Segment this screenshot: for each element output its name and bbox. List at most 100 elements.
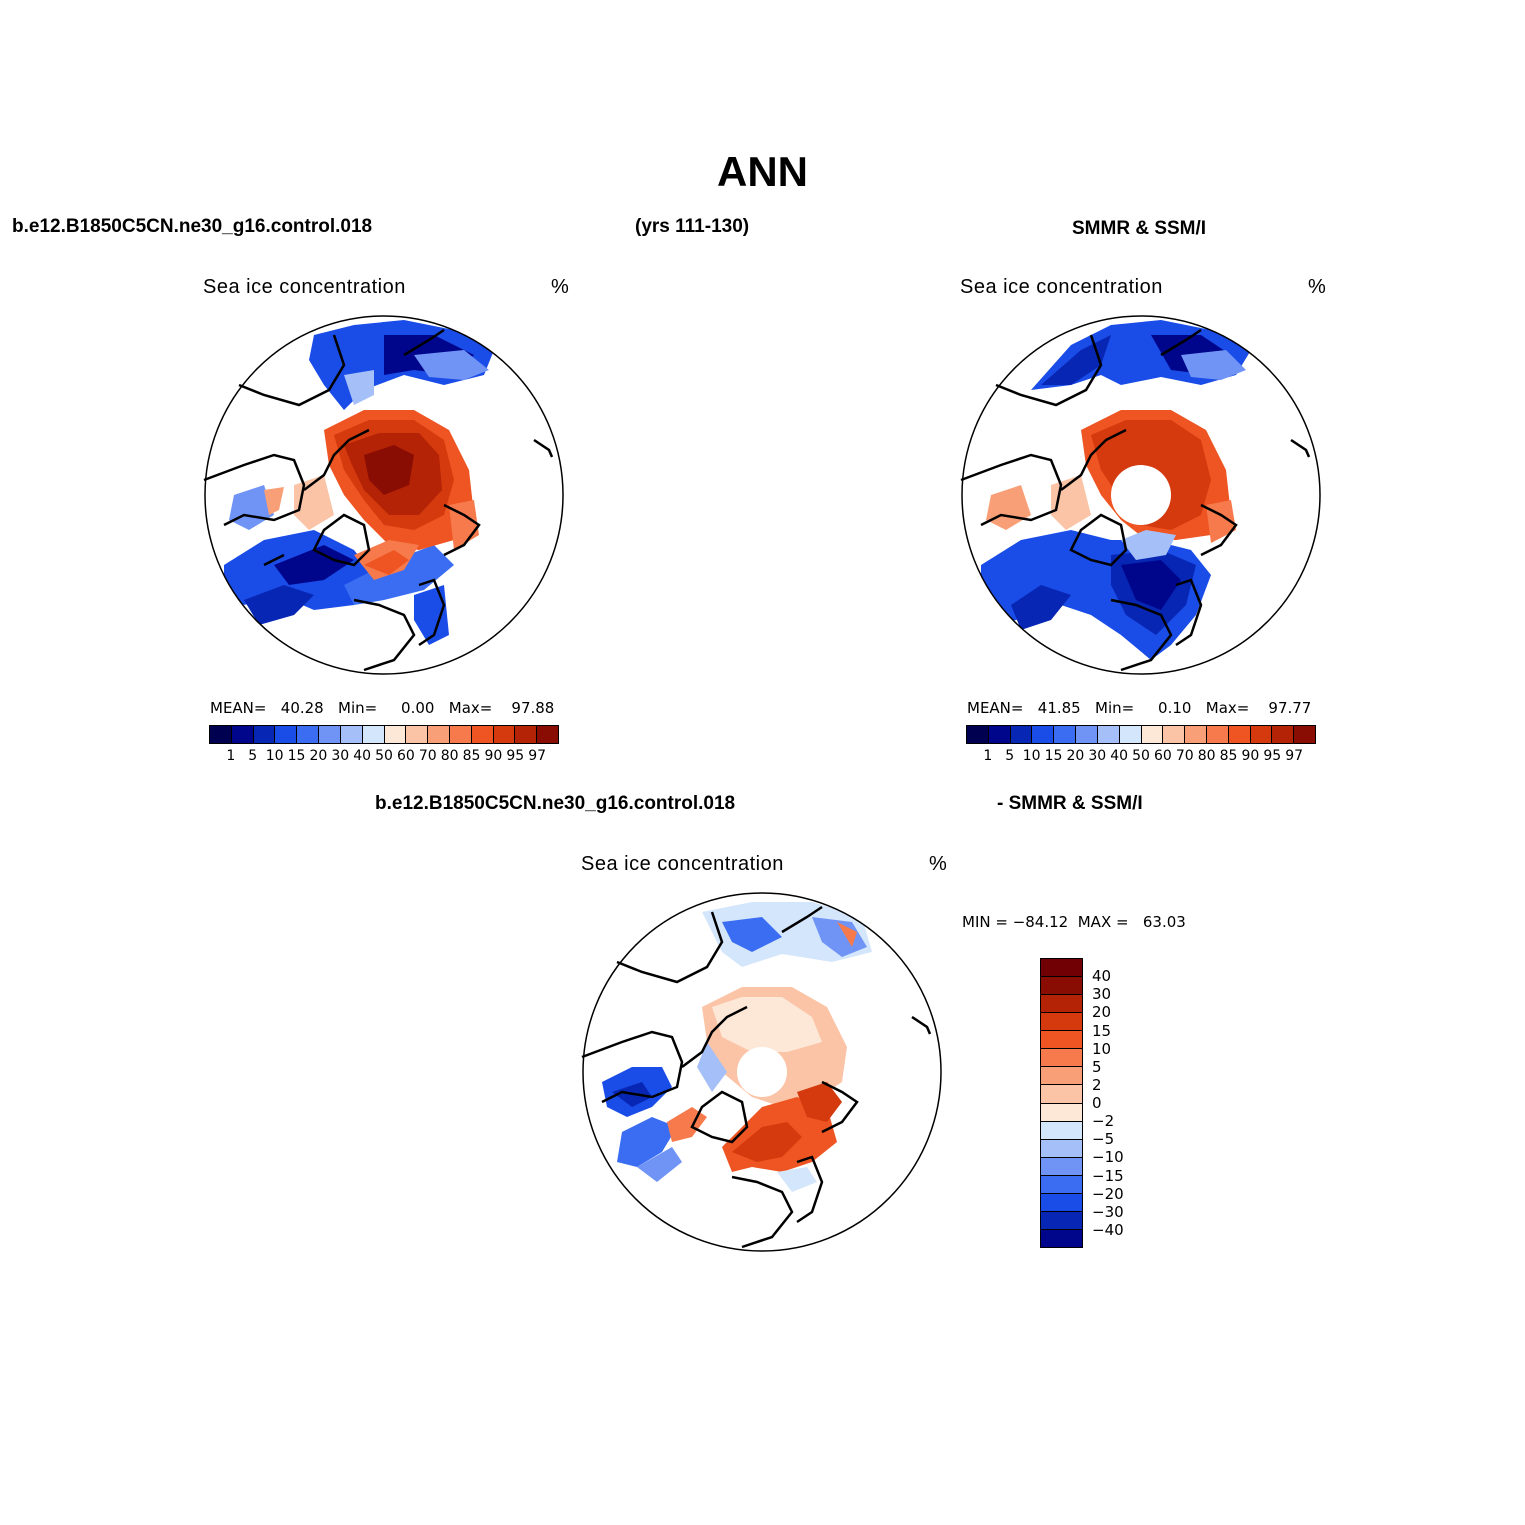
model-colorbar-cell [428,726,450,743]
diff-stats: MIN = −84.12 MAX = 63.03 [962,913,1186,931]
diff-colorbar-tick-label: 15 [1092,1021,1112,1040]
model-colorbar-tick-label: 97 [528,748,547,764]
obs-colorbar-cell [1206,726,1229,743]
model-colorbar-tick-label: 5 [248,748,258,764]
diff-map-border [582,892,942,1252]
obs-colorbar-tick-label: 5 [1005,748,1015,764]
diff-colorbar-tick-label: 10 [1092,1039,1112,1058]
obs-colorbar-tick-label: 97 [1285,748,1304,764]
model-coastlines [203,328,554,672]
model-colorbar-tick-label: 60 [396,748,415,764]
obs-colorbar-tick-label: 80 [1197,748,1216,764]
diff-ice-field [602,902,872,1192]
diff-colorbar-cell [1041,1229,1082,1247]
diff-coastlines [581,905,932,1249]
diff-colorbar-tick-label: −2 [1092,1112,1115,1131]
obs-colorbar-tick-label: 60 [1153,748,1172,764]
model-colorbar-cell [449,726,472,743]
diff-colorbar-cell [1041,995,1082,1014]
obs-colorbar [966,725,1316,744]
model-colorbar-cell [210,726,232,743]
diff-colorbar-cell [1041,1013,1082,1032]
diff-colorbar-cell [1041,1103,1082,1122]
model-colorbar-cell [537,726,558,743]
diff-colorbar-tick-label: −5 [1092,1130,1115,1149]
diff-colorbar-cell [1041,1085,1082,1104]
obs-polar-map [960,315,1321,675]
obs-colorbar-cell [1272,726,1295,743]
model-colorbar-tick-label: 1 [226,748,236,764]
obs-colorbar-cell [1032,726,1055,743]
diff-colorbar-tick-label: 5 [1092,1057,1102,1076]
diff-colorbar-tick-label: 2 [1092,1075,1102,1094]
model-colorbar-cell [297,726,320,743]
obs-stats: MEAN= 41.85 Min= 0.10 Max= 97.77 [967,699,1312,717]
diff-colorbar-tick-label: −20 [1092,1184,1124,1203]
diff-colorbar-cell [1041,1157,1082,1176]
obs-colorbar-cell [1250,726,1273,743]
diff-colorbar-cell [1041,1121,1082,1140]
model-colorbar-ticks: 1 5 10 15 20 30 40 50 60 70 80 85 90 95 97 [209,748,559,768]
obs-colorbar-cell [1010,726,1033,743]
page-title: ANN [717,148,808,195]
obs-colorbar-tick-label: 10 [1022,748,1041,764]
model-colorbar-cell [340,726,363,743]
obs-colorbar-cell [1294,726,1315,743]
model-colorbar-cell [471,726,494,743]
diff-colorbar-cell [1041,1175,1082,1194]
diff-colorbar-tick-label: 0 [1092,1094,1102,1112]
diff-colorbar [1040,958,1083,1248]
model-colorbar-tick-label: 40 [353,748,372,764]
obs-colorbar-cell [967,726,989,743]
diff-colorbar-ticks: 40 30 20 15 10 5 2 0 −2 −5 −10 −15 −20 −30 −40 [1092,958,1152,1248]
model-colorbar-cell [253,726,276,743]
obs-colorbar-tick-label: 40 [1110,748,1129,764]
diff-colorbar-tick-label: 30 [1092,985,1112,1004]
model-colorbar-tick-label: 80 [440,748,459,764]
diff-obs-label: - SMMR & SSM/I [997,793,1143,814]
obs-colorbar-tick-label: 95 [1263,748,1282,764]
obs-colorbar-cell [1185,726,1207,743]
model-stats: MEAN= 40.28 Min= 0.00 Max= 97.88 [210,699,555,717]
diff-colorbar-tick-label: −15 [1092,1166,1124,1185]
diff-case-label: b.e12.B1850C5CN.ne30_g16.control.018 [375,793,736,814]
model-colorbar-tick-label: 10 [265,748,284,764]
obs-map-border [961,315,1321,675]
obs-colorbar-tick-label: 50 [1132,748,1150,764]
obs-colorbar-tick-label: 30 [1088,748,1107,764]
model-colorbar-cell [493,726,516,743]
diff-colorbar-cell [1041,977,1082,996]
obs-colorbar-tick-label: 20 [1066,748,1085,764]
diff-panel-units: % [929,853,948,875]
obs-colorbar-cell [1054,726,1077,743]
obs-coastlines [960,328,1311,672]
diff-colorbar-tick-label: 20 [1092,1003,1112,1022]
model-colorbar-tick-label: 95 [506,748,525,764]
diff-colorbar-tick-label: −40 [1092,1220,1124,1239]
obs-colorbar-cell [1141,726,1164,743]
obs-colorbar-cell [988,726,1011,743]
model-colorbar-cell [384,726,407,743]
diff-colorbar-cell [1041,1067,1082,1086]
diff-colorbar-cell [1041,1139,1082,1158]
obs-colorbar-tick-label: 70 [1175,748,1194,764]
model-polar-map [203,315,564,675]
model-colorbar-tick-label: 50 [375,748,393,764]
model-colorbar-cell [231,726,254,743]
obs-colorbar-cell [1119,726,1142,743]
model-colorbar-tick-label: 85 [462,748,481,764]
model-colorbar-cell [275,726,298,743]
diff-colorbar-tick-label: −30 [1092,1202,1124,1221]
model-colorbar-tick-label: 70 [418,748,437,764]
model-panel-units: % [551,276,570,298]
obs-colorbar-cell [1076,726,1098,743]
model-ice-field [224,320,494,645]
model-colorbar-tick-label: 20 [309,748,328,764]
model-colorbar-cell [362,726,385,743]
obs-colorbar-tick-label: 90 [1241,748,1260,764]
obs-ice-field [981,320,1251,660]
model-colorbar-cell [406,726,429,743]
years-label: (yrs 111-130) [635,216,750,237]
obs-colorbar-tick-label: 15 [1044,748,1063,764]
model-colorbar-tick-label: 90 [484,748,503,764]
